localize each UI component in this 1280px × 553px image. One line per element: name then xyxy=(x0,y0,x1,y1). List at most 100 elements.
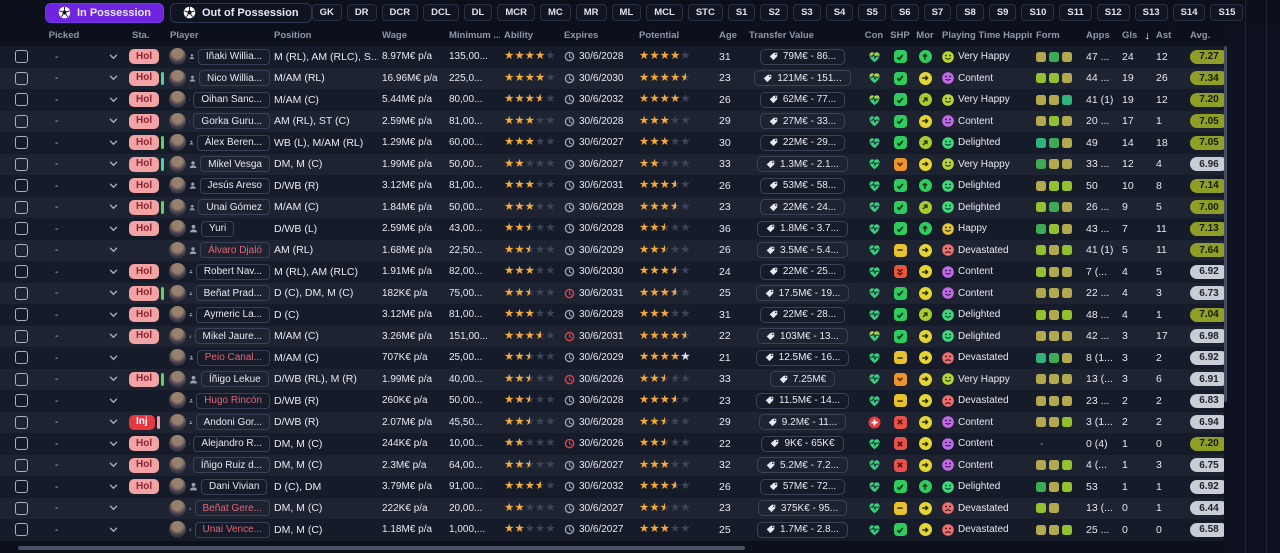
picked-dropdown[interactable]: - xyxy=(42,111,128,133)
position-filter-dcr[interactable]: DCR xyxy=(381,4,419,21)
picked-dropdown[interactable]: - xyxy=(42,46,128,68)
player-row[interactable]: - Hol Oihan Sanc... M/AM (C) 5.44M€ p/a … xyxy=(0,89,1280,111)
header-minimum-[interactable]: Minimum ... xyxy=(449,30,500,41)
row-checkbox[interactable] xyxy=(14,437,28,451)
picked-dropdown[interactable]: - xyxy=(42,154,128,176)
row-checkbox[interactable] xyxy=(14,157,28,171)
position-filter-mcr[interactable]: MCR xyxy=(497,4,535,21)
picked-dropdown[interactable]: - xyxy=(42,240,128,262)
header-potential[interactable]: Potential xyxy=(639,30,680,41)
player-row[interactable]: - Inj Andoni Gor... D/WB (R) 2.07M€ p/a … xyxy=(0,411,1280,434)
position-filter-s13[interactable]: S13 xyxy=(1134,4,1168,21)
position-filter-s10[interactable]: S10 xyxy=(1021,4,1055,21)
player-name[interactable]: Unai Gómez xyxy=(198,199,270,216)
player-row[interactable]: - Hol Iñaki Willia... M (RL), AM (RLC), … xyxy=(0,46,1280,68)
position-filter-s8[interactable]: S8 xyxy=(956,4,984,21)
position-filter-mr[interactable]: MR xyxy=(575,4,607,21)
player-name[interactable]: Íñigo Lekue xyxy=(201,371,269,388)
picked-dropdown[interactable]: - xyxy=(42,132,128,154)
position-filter-s15[interactable]: S15 xyxy=(1210,4,1244,21)
header-position[interactable]: Position xyxy=(274,30,312,41)
player-name[interactable]: Peio Canal... xyxy=(196,349,270,366)
player-name[interactable]: Beñat Prad... xyxy=(195,285,270,302)
header-form[interactable]: Form xyxy=(1036,30,1060,41)
row-checkbox[interactable] xyxy=(14,372,28,386)
header-picked[interactable]: Picked xyxy=(48,30,80,41)
header-sta-[interactable]: Sta. xyxy=(132,30,150,41)
position-filter-gk[interactable]: GK xyxy=(311,4,342,21)
player-row[interactable]: - Beñat Gere... DM, M (C) 222K€ p/a 20,0… xyxy=(0,497,1280,520)
player-name[interactable]: Aymeric La... xyxy=(195,306,270,323)
position-filter-s6[interactable]: S6 xyxy=(890,4,919,21)
picked-dropdown[interactable]: - xyxy=(42,369,128,391)
player-name[interactable]: Yuri xyxy=(201,220,235,237)
picked-dropdown[interactable]: - xyxy=(42,433,128,455)
player-row[interactable]: - Hol Mikel Jaure... M/AM (C) 3.26M€ p/a… xyxy=(0,325,1280,347)
header-shp[interactable]: SHP xyxy=(890,30,910,41)
row-checkbox[interactable] xyxy=(14,114,28,128)
row-checkbox[interactable] xyxy=(14,415,28,429)
row-checkbox[interactable] xyxy=(14,458,28,472)
picked-dropdown[interactable]: - xyxy=(42,283,128,305)
row-checkbox[interactable] xyxy=(14,200,28,214)
row-checkbox[interactable] xyxy=(14,286,28,300)
picked-dropdown[interactable]: - xyxy=(42,455,128,477)
horizontal-scrollbar[interactable] xyxy=(18,546,745,550)
player-row[interactable]: - Hol Aymeric La... D (C) 3.12M€ p/a 81,… xyxy=(0,304,1280,326)
vertical-scrollbar[interactable] xyxy=(1224,46,1227,402)
row-checkbox[interactable] xyxy=(14,136,28,150)
player-name[interactable]: Unai Vence... xyxy=(194,521,270,538)
header-mor[interactable]: Mor xyxy=(916,30,934,41)
position-filter-s12[interactable]: S12 xyxy=(1096,4,1130,21)
header-age[interactable]: Age xyxy=(719,30,737,41)
player-name[interactable]: Gorka Guru... xyxy=(193,113,270,130)
player-row[interactable]: - Hol Yuri D/WB (L) 2.59M€ p/a 43,00... … xyxy=(0,218,1280,240)
player-row[interactable]: - Hol Íñigo Ruiz d... DM, M (C) 2.3M€ p/… xyxy=(0,454,1280,477)
header-con[interactable]: Con xyxy=(864,30,884,41)
in-possession-button[interactable]: In Possession xyxy=(45,2,164,23)
player-row[interactable]: - Hol Alejandro R... DM, M (C) 244K€ p/a… xyxy=(0,433,1280,455)
player-row[interactable]: - Hol Dani Vivian D (C), DM 3.79M€ p/a 9… xyxy=(0,476,1280,498)
player-row[interactable]: - Hol Robert Nav... M (RL), AM (RLC) 1.9… xyxy=(0,261,1280,283)
position-filter-s7[interactable]: S7 xyxy=(923,4,952,21)
player-name[interactable]: Robert Nav... xyxy=(195,263,270,280)
player-name[interactable]: Álvaro Djaló xyxy=(200,242,270,259)
player-name[interactable]: Mikel Vesga xyxy=(200,156,270,173)
player-row[interactable]: - Hol Mikel Vesga DM, M (C) 1.99M€ p/a 5… xyxy=(0,153,1280,176)
picked-dropdown[interactable]: - xyxy=(42,89,128,111)
header-avg-[interactable]: Avg. xyxy=(1190,30,1211,41)
header-ability[interactable]: Ability xyxy=(504,30,534,41)
row-checkbox[interactable] xyxy=(14,265,28,279)
player-row[interactable]: - Hol Unai Gómez M/AM (C) 1.84M€ p/a 50,… xyxy=(0,196,1280,218)
position-filter-mc[interactable]: MC xyxy=(539,4,571,21)
row-checkbox[interactable] xyxy=(14,501,28,515)
player-row[interactable]: - Álvaro Djaló AM (RL) 1.68M€ p/a 22,50.… xyxy=(0,239,1280,262)
header-player[interactable]: Player xyxy=(170,30,199,41)
player-row[interactable]: - Peio Canal... M/AM (C) 707K€ p/a 25,00… xyxy=(0,347,1280,369)
position-filter-s2[interactable]: S2 xyxy=(760,4,789,21)
picked-dropdown[interactable]: - xyxy=(42,498,128,520)
player-row[interactable]: - Unai Vence... DM, M (C) 1.18M€ p/a 1,0… xyxy=(0,519,1280,541)
picked-dropdown[interactable]: - xyxy=(42,304,128,326)
picked-dropdown[interactable]: - xyxy=(42,412,128,434)
position-filter-s4[interactable]: S4 xyxy=(825,4,854,21)
position-filter-mcl[interactable]: MCL xyxy=(646,4,683,21)
player-row[interactable]: - Hol Gorka Guru... AM (RL), ST (C) 2.59… xyxy=(0,110,1280,133)
player-name[interactable]: Oihan Sanc... xyxy=(193,91,270,108)
out-of-possession-button[interactable]: Out of Possession xyxy=(169,2,312,23)
row-checkbox[interactable] xyxy=(14,71,28,85)
picked-dropdown[interactable]: - xyxy=(42,218,128,240)
header-apps[interactable]: Apps xyxy=(1086,30,1110,41)
picked-dropdown[interactable]: - xyxy=(42,390,128,412)
player-row[interactable]: - Hugo Rincón D/WB (R) 260K€ p/a 50,00..… xyxy=(0,390,1280,412)
player-name[interactable]: Nico Willia... xyxy=(198,70,270,87)
player-name[interactable]: Jesús Areso xyxy=(199,177,270,194)
player-row[interactable]: - Hol Álex Beren... WB (L), M/AM (RL) 1.… xyxy=(0,132,1280,154)
player-name[interactable]: Beñat Gere... xyxy=(194,500,270,517)
player-name[interactable]: Alejandro R... xyxy=(193,435,270,452)
header-transfer-value[interactable]: Transfer Value xyxy=(749,30,814,41)
position-filter-s14[interactable]: S14 xyxy=(1172,4,1206,21)
position-filter-s1[interactable]: S1 xyxy=(727,4,756,21)
player-name[interactable]: Hugo Rincón xyxy=(196,392,270,409)
row-checkbox[interactable] xyxy=(14,329,28,343)
